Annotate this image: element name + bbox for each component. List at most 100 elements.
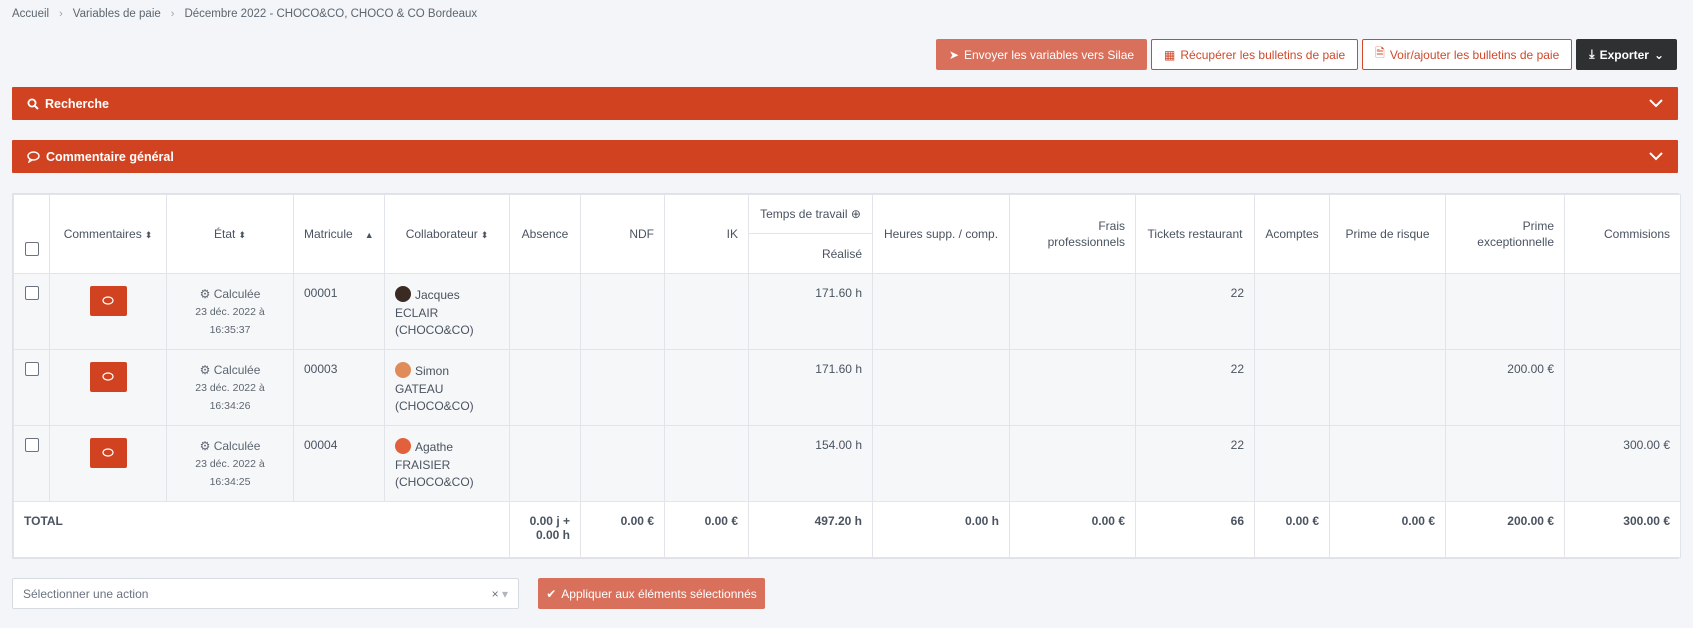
- total-exceptional-bonus: 200.00 €: [1445, 501, 1565, 558]
- header-meal-tickets: Tickets restaurant: [1135, 194, 1255, 274]
- total-expenses: 0.00 €: [1009, 501, 1136, 558]
- header-realized: Réalisé: [748, 233, 873, 274]
- header-collaborator[interactable]: Collaborateur ⬍: [384, 194, 510, 274]
- fetch-payslips-button[interactable]: ▦ Récupérer les bulletins de paie: [1151, 39, 1359, 70]
- select-all-checkbox[interactable]: [24, 242, 39, 256]
- total-realized: 497.20 h: [748, 501, 873, 558]
- download-icon: ⤓: [1589, 47, 1595, 61]
- exceptional-bonus-cell: 200.00 €: [1445, 349, 1565, 426]
- header-professional-expenses: Frais professionnels: [1009, 194, 1136, 274]
- sort-asc-icon: ▲: [364, 230, 374, 240]
- file-icon: 🗎: [1375, 46, 1385, 60]
- row-checkbox[interactable]: [24, 286, 39, 300]
- commissions-cell: [1564, 273, 1681, 350]
- chevron-down-icon: ⌄: [1653, 47, 1664, 62]
- sort-icon: ⬍: [238, 230, 246, 240]
- total-commissions: 300.00 €: [1564, 501, 1681, 558]
- matricule-cell: 00003: [293, 349, 385, 426]
- export-button[interactable]: ⤓ Exporter ⌄: [1576, 39, 1677, 70]
- chevron-down-icon: [1649, 99, 1663, 108]
- caret-down-icon: ▾: [501, 586, 508, 601]
- row-checkbox[interactable]: [24, 362, 39, 376]
- avatar: [395, 286, 411, 302]
- cogs-icon: ⚙: [199, 287, 211, 301]
- comment-button[interactable]: [89, 286, 127, 316]
- sort-icon: ⬍: [480, 230, 489, 240]
- avatar: [395, 362, 411, 378]
- commissions-cell: 300.00 €: [1564, 425, 1681, 502]
- cogs-icon: ⚙: [199, 363, 211, 377]
- bulk-action-select[interactable]: Sélectionner une action × ▾: [12, 578, 519, 609]
- header-exceptional-bonus: Prime exceptionnelle: [1445, 194, 1565, 274]
- header-absence: Absence: [509, 194, 581, 274]
- sort-icon: ⬍: [144, 230, 153, 240]
- general-comment-panel-header[interactable]: Commentaire général: [12, 140, 1678, 173]
- exceptional-bonus-cell: [1445, 425, 1565, 502]
- comment-button[interactable]: [89, 362, 127, 392]
- chevron-down-icon: [1649, 152, 1663, 161]
- total-advances: 0.00 €: [1254, 501, 1330, 558]
- total-ndf: 0.00 €: [580, 501, 665, 558]
- tickets-cell: 22: [1135, 273, 1255, 350]
- payroll-variables-table: Commentaires ⬍ État ⬍ Matricule ▲ Collabora…: [12, 193, 1681, 559]
- state-label: Calculée: [213, 439, 261, 453]
- breadcrumb: Accueil › Variables de paie › Décembre 2…: [12, 8, 477, 20]
- total-ik: 0.00 €: [664, 501, 749, 558]
- total-overtime: 0.00 h: [872, 501, 1010, 558]
- chevron-right-icon: ›: [59, 8, 63, 20]
- tickets-cell: 22: [1135, 425, 1255, 502]
- comment-icon: [102, 448, 114, 457]
- header-ndf: NDF: [580, 194, 665, 274]
- send-to-silae-button[interactable]: ➤ Envoyer les variables vers Silae: [935, 39, 1148, 70]
- check-circle-icon: ✔: [546, 586, 557, 601]
- breadcrumb-current: Décembre 2022 - CHOCO&CO, CHOCO & CO Bor…: [184, 8, 478, 20]
- header-risk-bonus: Prime de risque: [1329, 194, 1446, 274]
- header-ik: IK: [664, 194, 749, 274]
- total-label: TOTAL: [13, 501, 510, 558]
- total-row: TOTAL 0.00 j +0.00 h 0.00 € 0.00 € 497.2…: [13, 501, 1681, 558]
- breadcrumb-variables[interactable]: Variables de paie: [72, 8, 161, 20]
- search-icon: [27, 98, 39, 110]
- tickets-cell: 22: [1135, 349, 1255, 426]
- exceptional-bonus-cell: [1445, 273, 1565, 350]
- comment-icon: [27, 150, 40, 163]
- total-risk-bonus: 0.00 €: [1329, 501, 1446, 558]
- matricule-cell: 00004: [293, 425, 385, 502]
- header-overtime: Heures supp. / comp.: [872, 194, 1010, 274]
- apply-selected-button[interactable]: ✔ Appliquer aux éléments sélectionnés: [538, 578, 765, 609]
- commissions-cell: [1564, 349, 1681, 426]
- view-payslips-button[interactable]: 🗎 Voir/ajouter les bulletins de paie: [1362, 39, 1573, 70]
- calculator-icon: ▦: [1164, 47, 1176, 62]
- select-all-cell: [13, 194, 50, 274]
- comment-button[interactable]: [89, 438, 127, 468]
- total-absence: 0.00 j +0.00 h: [509, 501, 581, 558]
- table-row: ⚙ Calculée 23 déc. 2022 à 16:35:37 00001 J…: [13, 273, 1681, 350]
- clear-icon[interactable]: ×: [491, 586, 499, 601]
- breadcrumb-home[interactable]: Accueil: [12, 8, 50, 20]
- total-tickets: 66: [1135, 501, 1255, 558]
- header-comments[interactable]: Commentaires ⬍: [49, 194, 167, 274]
- paper-plane-icon: ➤: [948, 47, 959, 62]
- avatar: [395, 438, 411, 454]
- header-advances: Acomptes: [1254, 194, 1330, 274]
- comment-icon: [102, 372, 114, 381]
- header-matricule[interactable]: Matricule ▲: [293, 194, 385, 274]
- header-commissions: Commisions: [1564, 194, 1681, 274]
- chevron-right-icon: ›: [170, 8, 175, 20]
- table-row: ⚙ Calculée 23 déc. 2022 à 16:34:26 00003 S…: [13, 349, 1681, 426]
- row-checkbox[interactable]: [24, 438, 39, 452]
- realized-cell: 171.60 h: [748, 273, 873, 350]
- header-work-time[interactable]: Temps de travail ⊕: [748, 194, 873, 234]
- matricule-cell: 00001: [293, 273, 385, 350]
- state-label: Calculée: [213, 287, 261, 301]
- zoom-in-icon[interactable]: ⊕: [850, 207, 861, 221]
- search-panel-header[interactable]: Recherche: [12, 87, 1678, 120]
- comment-icon: [102, 296, 114, 305]
- realized-cell: 171.60 h: [748, 349, 873, 426]
- realized-cell: 154.00 h: [748, 425, 873, 502]
- state-label: Calculée: [213, 363, 261, 377]
- header-state[interactable]: État ⬍: [166, 194, 294, 274]
- table-row: ⚙ Calculée 23 déc. 2022 à 16:34:25 00004 A…: [13, 425, 1681, 502]
- cogs-icon: ⚙: [199, 439, 211, 453]
- toolbar: ➤ Envoyer les variables vers Silae ▦ Réc…: [935, 39, 1677, 70]
